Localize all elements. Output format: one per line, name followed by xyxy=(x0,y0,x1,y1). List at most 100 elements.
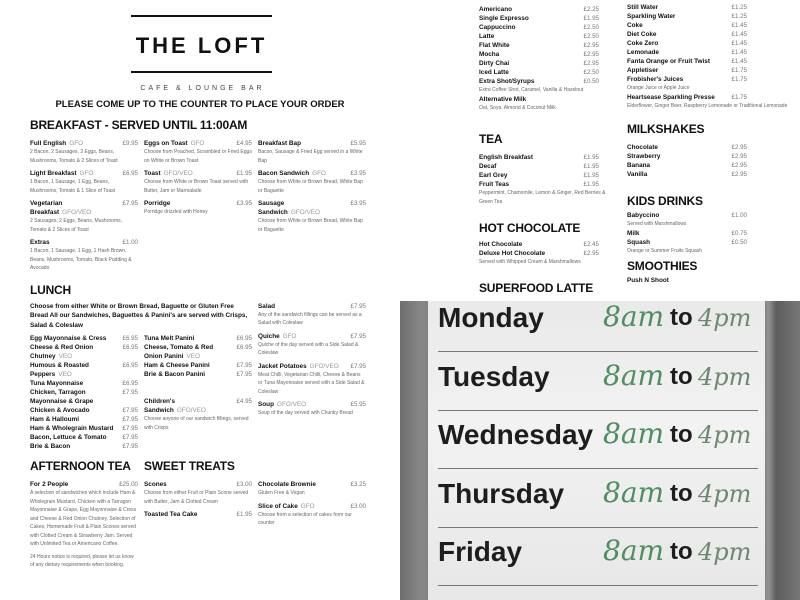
item-title: Single Expresso xyxy=(479,15,529,22)
item-title: Children's Sandwich xyxy=(144,398,175,414)
item-title: Hot Chocolate xyxy=(479,241,523,248)
item-name: Fruit Teas xyxy=(479,180,599,189)
item-name: Tuna Melt Panini xyxy=(144,334,252,343)
hours-day: Monday xyxy=(438,302,544,333)
menu-item: Sparkling Water £1.25 xyxy=(627,12,747,21)
item-name: Heartsease Sparkling Presse xyxy=(627,93,747,102)
menu-item: Ham & Cheese Panini £7.95 xyxy=(144,361,252,370)
menu-item: Toast GFO/VEO £1.95 Choose from White or Br… xyxy=(144,169,252,195)
item-description: Choose from Poached, Scrambled or Fried … xyxy=(144,149,252,164)
menu-column: Still Water £1.25 Sparkling Water £1.25 Coke… xyxy=(627,3,787,111)
logo-text: THE LOFT xyxy=(135,33,268,58)
kids-drinks-heading: KIDS DRINKS xyxy=(627,194,703,208)
item-title: Strawberry xyxy=(627,153,661,160)
hours-row: Monday 8am to 4pm xyxy=(438,301,758,352)
menu-item: Alternative Milk Oat, Soya, Almond & Coco… xyxy=(479,95,599,113)
hours-day: Wednesday xyxy=(438,419,594,450)
menu-item: Children's Sandwich GFO/VEO £4.95 Choose an… xyxy=(144,397,252,432)
item-price: £7.95 xyxy=(122,443,138,450)
item-price: £2.95 xyxy=(731,162,747,169)
item-name: Eggs on Toast GFO xyxy=(144,139,252,148)
item-title: Squash xyxy=(627,238,651,246)
item-price: £7.95 xyxy=(122,425,138,432)
dietary-tag: GFO xyxy=(282,332,297,340)
item-price: £2.95 xyxy=(731,144,747,151)
item-title: Decaf xyxy=(479,163,497,170)
item-title: Brie & Bacon xyxy=(30,443,71,450)
item-name: Cheese & Red Onion Chutney VEO xyxy=(30,343,138,361)
tea-treats-grid: AFTERNOON TEA For 2 People £25.00 A select… xyxy=(30,459,370,570)
item-title: Americano xyxy=(479,6,513,13)
menu-item: Eggs on Toast GFO £4.95 Choose from Poached… xyxy=(144,139,252,165)
item-description: Any of the sandwich fillings can be serv… xyxy=(258,311,362,327)
hours-open: 8am xyxy=(603,417,665,450)
item-title: Scones xyxy=(144,481,167,488)
menu-item: Chicken, Tarragon Mayonnaise & Grape £7.9… xyxy=(30,388,138,406)
item-price: £1.95 xyxy=(583,181,599,188)
menu-item: Scones £3.00 Choose from either Fruit or P… xyxy=(144,480,252,506)
menu-column: Chocolate Brownie £3.25 Gluten Free & Vega… xyxy=(258,480,366,528)
hours-to: to xyxy=(670,421,693,448)
item-description: Served with Marshmallows xyxy=(627,221,687,227)
dietary-tag: GFO/VEO xyxy=(290,209,320,216)
menu-item: Egg Mayonnaise & Cress £6.95 xyxy=(30,334,138,343)
item-price: £2.45 xyxy=(583,241,599,248)
item-price: £2.50 xyxy=(583,24,599,31)
menu-item: Dirty Chai £2.95 xyxy=(479,59,599,68)
item-price: £7.95 xyxy=(122,434,138,441)
item-name: Tuna Mayonnaise xyxy=(30,379,138,388)
item-price: £1.95 xyxy=(583,163,599,170)
item-price: £3.00 xyxy=(350,502,366,510)
menu-item: Heartsease Sparkling Presse £1.75 Elderflo… xyxy=(627,93,787,111)
item-name: Ham & Halloumi xyxy=(30,415,138,424)
menu-item: Ham & Halloumi £7.95 xyxy=(30,415,138,424)
item-name: Fanta Orange or Fruit Twist xyxy=(627,57,747,66)
hours-row: Friday 8am to 4pm xyxy=(438,528,758,586)
menu-item: Cheese, Tomato & Red Onion Panini VEO £6.9… xyxy=(144,343,252,361)
item-title: Ham & Cheese Panini xyxy=(144,362,210,369)
item-price: £1.75 xyxy=(731,76,747,83)
item-title: Heartsease Sparkling Presse xyxy=(627,93,715,101)
item-price: £6.95 xyxy=(122,170,138,177)
menu-item: Squash £0.50 Orange or Summer Fruits Squas… xyxy=(627,238,747,256)
menu-item: Fruit Teas £1.95 Peppermint, Chamomile, Le… xyxy=(479,180,605,206)
item-name: Lemonade xyxy=(627,48,747,57)
hours-row: Tuesday 8am to 4pm xyxy=(438,353,758,411)
item-description: Soup of the day served with Chunky Bread xyxy=(258,410,353,416)
item-title: Alternative Milk xyxy=(479,95,527,103)
item-price: £1.95 xyxy=(583,15,599,22)
item-price: £1.95 xyxy=(583,154,599,161)
item-name: Earl Grey xyxy=(479,171,599,180)
item-description: Choose from White or Brown Toast served … xyxy=(144,179,249,194)
item-title: Chicken, Tarragon Mayonnaise & Grape xyxy=(30,389,94,405)
dietary-tag: GFO/VEO xyxy=(276,401,307,408)
item-title: Flat White xyxy=(479,42,510,49)
item-title: Breakfast Bap xyxy=(258,140,301,147)
item-name: Bacon Sandwich GFO xyxy=(258,169,366,178)
breakfast-heading: BREAKFAST - SERVED UNTIL 11:00AM xyxy=(30,118,248,132)
item-description: 1 Bacon, 1 Sausage, 1 Egg, Beans, Mushro… xyxy=(30,179,116,194)
menu-column: Egg Mayonnaise & Cress £6.95 Cheese & Red … xyxy=(30,334,138,451)
menu-item: Vanilla £2.95 xyxy=(627,170,747,179)
menu-item: Porridge £3.95 Porridge drizzled with Hone… xyxy=(144,199,252,217)
item-title: Frobisher's Juices xyxy=(627,76,684,83)
menu-item: Push N Shoot xyxy=(627,276,747,285)
menu-item: Latte £2.50 xyxy=(479,32,599,41)
hours-close: 4pm xyxy=(698,479,752,508)
item-title: Brie & Bacon Panini xyxy=(144,371,206,378)
menu-item: Frobisher's Juices £1.75 Orange Juice or A… xyxy=(627,75,747,93)
dietary-tag: GFO xyxy=(69,140,84,147)
item-price: £7.95 xyxy=(350,332,366,340)
item-price: £7.95 xyxy=(236,362,252,369)
item-price: £1.45 xyxy=(731,40,747,47)
order-notice: PLEASE COME UP TO THE COUNTER TO PLACE Y… xyxy=(55,99,345,110)
menu-item: Coke £1.45 xyxy=(627,21,747,30)
item-title: Vegetarian Breakfast xyxy=(30,200,63,216)
menu-item: Flat White £2.95 xyxy=(479,41,599,50)
hours-close: 4pm xyxy=(698,421,752,449)
menu-item: Bacon, Lettuce & Tomato £7.95 xyxy=(30,433,138,442)
item-name: Cheese, Tomato & Red Onion Panini VEO xyxy=(144,343,252,361)
hours-row: Wednesday 8am to 4pm xyxy=(438,411,758,469)
tea-heading: TEA xyxy=(479,132,503,146)
item-name: Brie & Bacon xyxy=(30,442,138,451)
